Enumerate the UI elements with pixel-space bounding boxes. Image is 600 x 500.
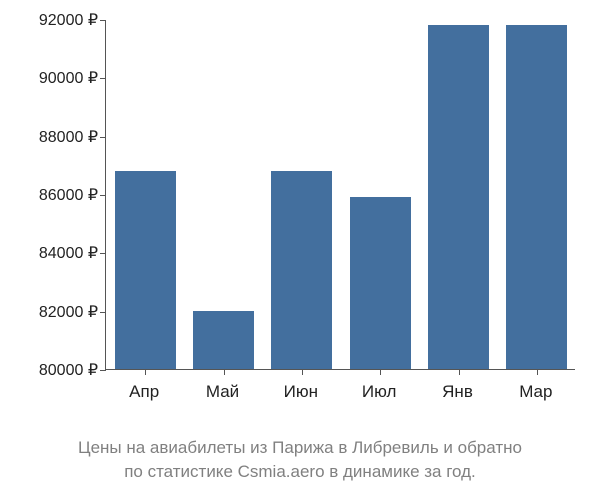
y-axis-label: 84000 ₽ [39, 243, 98, 263]
caption-line-1: Цены на авиабилеты из Парижа в Либревиль… [78, 438, 522, 457]
bar [271, 171, 332, 369]
y-axis-label: 88000 ₽ [39, 127, 98, 147]
y-tick [100, 137, 106, 138]
y-axis-label: 82000 ₽ [39, 302, 98, 322]
y-tick [100, 312, 106, 313]
y-tick [100, 20, 106, 21]
x-axis-label: Май [206, 382, 239, 402]
x-axis-label: Мар [519, 382, 552, 402]
x-axis-label: Июн [284, 382, 318, 402]
x-axis-label: Янв [442, 382, 473, 402]
bar [193, 311, 254, 369]
x-axis-label: Апр [129, 382, 159, 402]
y-axis-label: 90000 ₽ [39, 68, 98, 88]
bar [350, 197, 411, 369]
bar [506, 25, 567, 369]
price-chart: 80000 ₽ 82000 ₽ 84000 ₽ 86000 ₽ 88000 ₽ 90000… [0, 0, 600, 430]
x-tick [302, 369, 303, 375]
y-axis-label: 80000 ₽ [39, 360, 98, 380]
y-tick [100, 370, 106, 371]
x-tick [537, 369, 538, 375]
y-tick [100, 78, 106, 79]
x-axis-label: Июл [362, 382, 397, 402]
bar [428, 25, 489, 369]
y-tick [100, 253, 106, 254]
x-tick [224, 369, 225, 375]
y-axis-label: 86000 ₽ [39, 185, 98, 205]
bar [115, 171, 176, 369]
chart-caption: Цены на авиабилеты из Парижа в Либревиль… [0, 436, 600, 484]
x-tick [145, 369, 146, 375]
x-tick [459, 369, 460, 375]
caption-line-2: по статистике Csmia.aero в динамике за г… [124, 462, 476, 481]
y-axis-label: 92000 ₽ [39, 10, 98, 30]
plot-area [105, 20, 575, 370]
y-tick [100, 195, 106, 196]
x-tick [380, 369, 381, 375]
